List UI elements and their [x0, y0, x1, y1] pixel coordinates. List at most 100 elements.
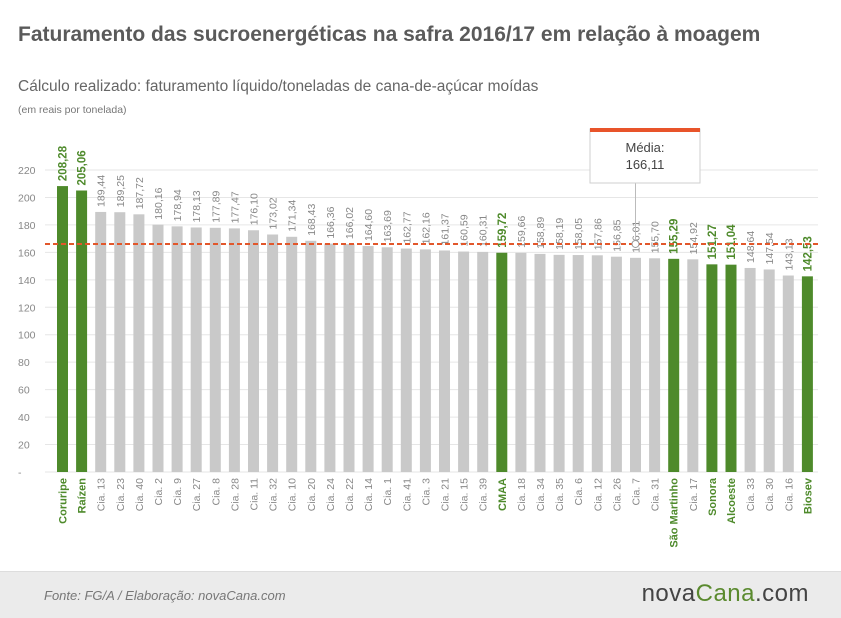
category-label: Cia. 2 [153, 478, 165, 506]
logo-text-nova: nova [641, 580, 696, 607]
value-label: 171,34 [287, 200, 299, 232]
bar [515, 252, 527, 472]
bar [801, 276, 813, 472]
value-label: 166,36 [325, 206, 337, 238]
y-tick-label: 40 [18, 412, 30, 424]
category-label: Cia. 16 [783, 478, 795, 511]
value-label: 178,94 [172, 189, 184, 221]
value-label: 156,01 [631, 221, 643, 253]
category-label: Cia. 10 [287, 478, 299, 511]
bar [419, 249, 431, 472]
value-label: 143,13 [783, 238, 795, 270]
value-label: 166,02 [344, 207, 356, 239]
category-label: Cia. 30 [764, 478, 776, 511]
bar [534, 253, 546, 472]
bar [171, 226, 183, 472]
y-tick-label: 80 [18, 357, 30, 369]
category-label: Cia. 33 [745, 478, 757, 511]
bar [725, 264, 737, 472]
y-tick-label: 200 [18, 192, 36, 204]
value-label: 162,16 [420, 212, 432, 244]
bar-chart: - 20 40 60 80 100 120 140 160 180 200 220 208,28 Coru… [18, 128, 818, 548]
y-tick-label: 20 [18, 440, 30, 452]
category-label: CMAA [497, 478, 509, 511]
y-tick-label: 100 [18, 330, 36, 342]
bar [343, 244, 355, 472]
value-label: 158,89 [535, 217, 547, 249]
average-callout [589, 128, 701, 184]
value-label: 154,92 [688, 222, 700, 254]
value-label: 177,89 [210, 191, 222, 223]
category-label: Cia. 26 [611, 478, 623, 511]
bar [286, 236, 298, 472]
value-label: 189,25 [115, 175, 127, 207]
value-label: 148,64 [745, 231, 757, 263]
value-label: 187,72 [134, 177, 146, 209]
value-label: 160,59 [459, 214, 471, 246]
y-tick-label: - [18, 467, 22, 479]
category-label: Cia. 3 [420, 478, 432, 506]
y-tick-label: 220 [18, 165, 36, 177]
callout-top-bar [590, 128, 700, 132]
average-label: Média: [625, 140, 664, 155]
bar [687, 259, 699, 472]
logo-text-com: .com [754, 580, 809, 607]
category-label: Cia. 7 [631, 478, 643, 506]
y-tick-label: 180 [18, 220, 36, 232]
chart-subtitle: Cálculo realizado: faturamento líquido/t… [18, 78, 539, 95]
value-label: 164,60 [363, 209, 375, 241]
category-label: Cia. 22 [344, 478, 356, 511]
y-tick-label: 120 [18, 302, 36, 314]
category-label: Cia. 18 [516, 478, 528, 511]
source-note: Fonte: FG/A / Elaboração: novaCana.com [44, 588, 286, 603]
value-label: 151,27 [707, 224, 719, 259]
y-tick-label: 160 [18, 247, 36, 259]
average-marker [631, 239, 640, 248]
bar [248, 230, 259, 472]
category-label: Cia. 32 [268, 478, 280, 511]
bar [782, 275, 794, 472]
category-label: Cia. 41 [401, 478, 413, 511]
footer: Fonte: FG/A / Elaboração: novaCana.com n… [0, 571, 841, 618]
value-label: 163,69 [382, 210, 394, 242]
category-label: Cia. 1 [382, 478, 394, 506]
value-label: 155,29 [669, 219, 681, 254]
category-label: Cia. 13 [96, 478, 108, 511]
bar [610, 256, 622, 472]
bar [114, 212, 126, 472]
value-label: 189,44 [96, 175, 108, 207]
value-label: 180,16 [153, 187, 165, 219]
bar [591, 255, 603, 472]
bar [133, 214, 145, 472]
novacana-logo: novaCana.com [642, 580, 809, 608]
value-label: 151,04 [726, 224, 738, 260]
category-label: Cia. 39 [478, 478, 490, 511]
value-label: 157,86 [592, 218, 604, 250]
bar [152, 224, 164, 472]
category-label: Cia. 31 [650, 478, 662, 511]
value-label: 177,47 [229, 191, 241, 223]
value-label: 159,72 [497, 213, 509, 248]
value-label: 160,31 [478, 215, 490, 247]
category-label: Raízen [77, 478, 89, 514]
category-label: Cia. 21 [440, 478, 452, 511]
category-label: Sonora [707, 477, 719, 516]
bar [95, 211, 107, 472]
y-tick-label: 140 [18, 275, 36, 287]
bar [228, 228, 240, 472]
category-label: Cia. 34 [535, 478, 547, 511]
category-label: Alcoeste [726, 478, 738, 524]
category-label: Coruripe [58, 478, 70, 524]
value-label: 208,28 [58, 145, 70, 181]
y-tick-label: 60 [18, 385, 30, 397]
bar [439, 250, 450, 472]
category-label: Cia. 40 [134, 478, 146, 511]
bar [572, 255, 584, 472]
value-label: 158,05 [573, 218, 585, 250]
value-label: 142,53 [802, 236, 814, 271]
value-label: 176,10 [249, 193, 261, 225]
category-label: Cia. 20 [306, 478, 318, 511]
value-label: 168,43 [306, 204, 318, 236]
bar [458, 251, 470, 472]
bar [496, 252, 508, 472]
